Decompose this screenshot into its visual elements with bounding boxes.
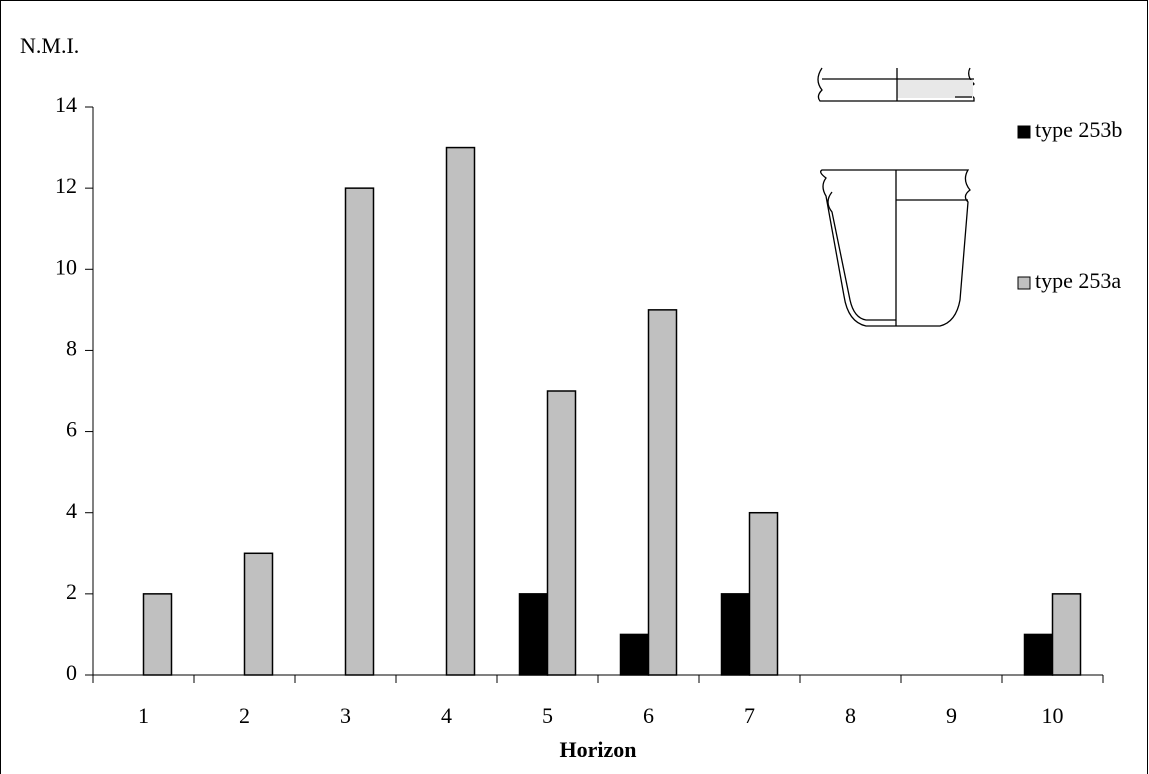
y-tick-label: 0 — [66, 660, 77, 685]
bar — [748, 511, 779, 676]
x-tick-label: 10 — [1042, 703, 1064, 728]
y-tick-label: 4 — [66, 498, 77, 523]
x-tick-label: 3 — [340, 703, 351, 728]
y-tick-label: 8 — [66, 335, 77, 360]
y-tick-label: 6 — [66, 417, 77, 442]
bar — [647, 309, 678, 676]
legend-label: type 253a — [1035, 268, 1121, 293]
x-tick-label: 6 — [643, 703, 654, 728]
bar — [1051, 593, 1082, 676]
y-tick-label: 10 — [55, 254, 77, 279]
x-tick-label: 4 — [441, 703, 452, 728]
y-tick-label: 14 — [55, 92, 77, 117]
bar — [142, 593, 173, 676]
bar — [344, 187, 375, 676]
y-tick-label: 2 — [66, 579, 77, 604]
x-tick-label: 8 — [845, 703, 856, 728]
x-tick-label: 5 — [542, 703, 553, 728]
legend-swatch — [1017, 276, 1031, 290]
x-tick-label: 9 — [946, 703, 957, 728]
x-axis-label: Horizon — [560, 737, 637, 762]
bar — [445, 146, 476, 676]
y-axis-label: N.M.I. — [20, 33, 79, 58]
vessel-drawings — [817, 67, 975, 327]
bar — [243, 552, 274, 676]
bar — [518, 593, 549, 676]
y-tick-label: 12 — [55, 173, 77, 198]
bar — [546, 390, 577, 676]
legend-swatch — [1017, 125, 1031, 139]
x-tick-label: 7 — [744, 703, 755, 728]
bar — [720, 593, 751, 676]
bar — [1023, 633, 1054, 676]
x-tick-label: 2 — [239, 703, 250, 728]
legend-label: type 253b — [1035, 117, 1122, 142]
bar — [619, 633, 650, 676]
x-tick-label: 1 — [138, 703, 149, 728]
